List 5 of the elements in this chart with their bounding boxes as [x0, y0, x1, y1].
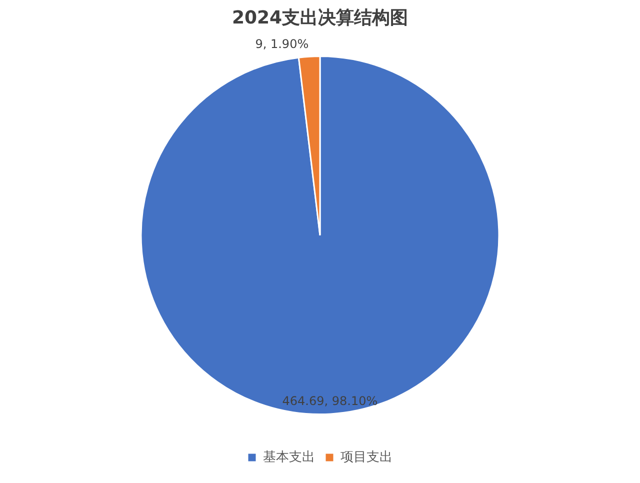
data-label: 464.69, 98.10%	[282, 394, 378, 408]
legend-label: 项目支出	[340, 450, 392, 465]
legend-label: 基本支出	[263, 450, 315, 465]
chart-title: 2024支出决算结构图	[232, 7, 408, 28]
data-label: 9, 1.90%	[255, 36, 309, 51]
